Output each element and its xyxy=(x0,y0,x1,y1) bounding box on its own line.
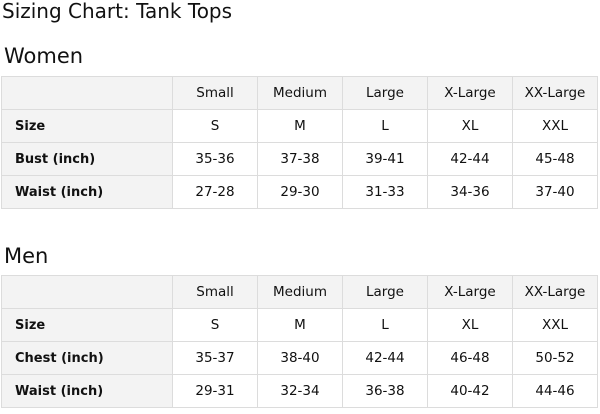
table-row: Waist (inch) 29-31 32-34 36-38 40-42 44-46 xyxy=(1,374,598,408)
table-cell: 44-46 xyxy=(512,374,598,408)
table-cell: 31-33 xyxy=(342,175,428,209)
column-header: Large xyxy=(342,275,428,309)
table-cell: XXL xyxy=(512,308,598,342)
table-cell: 45-48 xyxy=(512,142,598,176)
table-cell: 39-41 xyxy=(342,142,428,176)
table-cell: 42-44 xyxy=(427,142,513,176)
table-cell: 37-38 xyxy=(257,142,343,176)
header-row: Small Medium Large X-Large XX-Large xyxy=(1,76,598,110)
table-cell: 35-36 xyxy=(172,142,258,176)
row-header: Waist (inch) xyxy=(1,374,173,408)
header-row: Small Medium Large X-Large XX-Large xyxy=(1,275,598,309)
table-cell: 40-42 xyxy=(427,374,513,408)
table-cell: XXL xyxy=(512,109,598,143)
table-cell: 29-30 xyxy=(257,175,343,209)
row-header: Size xyxy=(1,109,173,143)
table-cell: S xyxy=(172,308,258,342)
table-cell: 34-36 xyxy=(427,175,513,209)
table-cell: S xyxy=(172,109,258,143)
table-cell: 50-52 xyxy=(512,341,598,375)
table-cell: L xyxy=(342,109,428,143)
table-row: Waist (inch) 27-28 29-30 31-33 34-36 37-40 xyxy=(1,175,598,209)
table-cell: 42-44 xyxy=(342,341,428,375)
table-cell: 36-38 xyxy=(342,374,428,408)
men-size-table: Small Medium Large X-Large XX-Large Size S M L XL… xyxy=(1,275,598,408)
table-cell: M xyxy=(257,109,343,143)
table-cell: 29-31 xyxy=(172,374,258,408)
section-heading: Men xyxy=(4,244,49,268)
table-cell: 27-28 xyxy=(172,175,258,209)
section-heading: Women xyxy=(4,44,84,68)
column-header: X-Large xyxy=(427,76,513,110)
table-row: Bust (inch) 35-36 37-38 39-41 42-44 45-48 xyxy=(1,142,598,176)
column-header: Medium xyxy=(257,76,343,110)
row-header: Chest (inch) xyxy=(1,341,173,375)
table-row: Size S M L XL XXL xyxy=(1,308,598,342)
column-header: Large xyxy=(342,76,428,110)
column-header: XX-Large xyxy=(512,275,598,309)
row-header: Waist (inch) xyxy=(1,175,173,209)
women-size-table: Small Medium Large X-Large XX-Large Size S M L XL… xyxy=(1,76,598,209)
column-header: Medium xyxy=(257,275,343,309)
table-cell: L xyxy=(342,308,428,342)
table-cell: XL xyxy=(427,109,513,143)
corner-cell xyxy=(1,275,173,309)
row-header: Size xyxy=(1,308,173,342)
table-cell: 37-40 xyxy=(512,175,598,209)
column-header: Small xyxy=(172,76,258,110)
table-cell: 46-48 xyxy=(427,341,513,375)
table-cell: 35-37 xyxy=(172,341,258,375)
column-header: Small xyxy=(172,275,258,309)
table-cell: M xyxy=(257,308,343,342)
row-header: Bust (inch) xyxy=(1,142,173,176)
corner-cell xyxy=(1,76,173,110)
table-row: Chest (inch) 35-37 38-40 42-44 46-48 50-52 xyxy=(1,341,598,375)
table-cell: 32-34 xyxy=(257,374,343,408)
page-title: Sizing Chart: Tank Tops xyxy=(2,0,233,23)
table-cell: XL xyxy=(427,308,513,342)
column-header: XX-Large xyxy=(512,76,598,110)
table-cell: 38-40 xyxy=(257,341,343,375)
column-header: X-Large xyxy=(427,275,513,309)
table-row: Size S M L XL XXL xyxy=(1,109,598,143)
